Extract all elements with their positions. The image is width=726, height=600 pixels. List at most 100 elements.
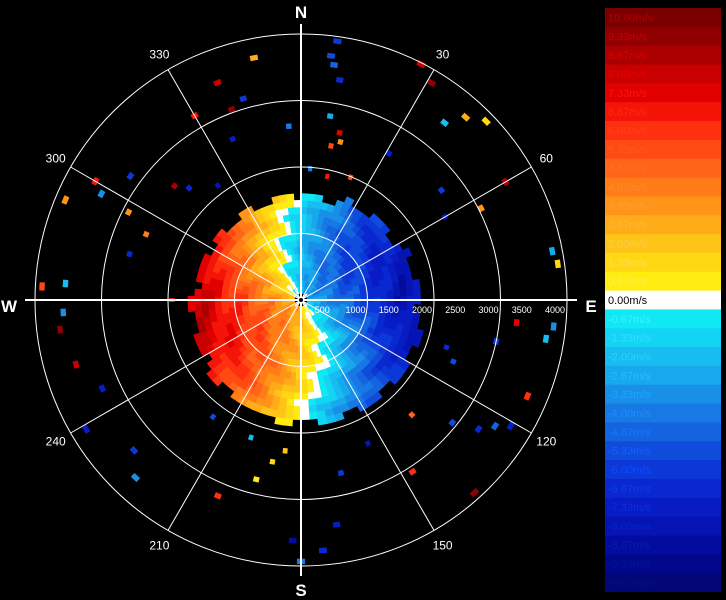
colorbar-swatch [605, 121, 721, 141]
velocity-bin [247, 301, 256, 306]
colorbar-label: 7.33m/s [608, 88, 648, 100]
velocity-bin [207, 302, 216, 311]
echo-gate [126, 171, 135, 181]
echo-gate [209, 413, 217, 421]
velocity-bin [366, 292, 375, 299]
velocity-bin [300, 399, 309, 407]
echo-gate [408, 411, 416, 419]
colorbar-swatch [605, 177, 721, 197]
velocity-bin [200, 302, 209, 311]
echo-gate [170, 182, 179, 190]
velocity-bin [293, 199, 302, 208]
azimuth-label: 150 [433, 538, 453, 552]
velocity-bin [287, 206, 296, 215]
velocity-bin [379, 284, 388, 293]
echo-gate [282, 447, 288, 454]
echo-gate [326, 113, 334, 120]
range-label: 2000 [412, 305, 432, 315]
velocity-bin [240, 301, 249, 307]
echo-gate [214, 181, 222, 189]
velocity-bin [366, 286, 375, 294]
velocity-bin [308, 405, 318, 414]
colorbar-label: 2.67m/s [608, 220, 648, 232]
echo-gate [288, 537, 297, 544]
compass-east: E [585, 297, 596, 316]
colorbar-label: 8.00m/s [608, 69, 648, 81]
velocity-bin [399, 288, 408, 297]
velocity-bin [380, 290, 388, 298]
echo-gate [416, 59, 427, 69]
polar-grid [25, 24, 577, 576]
colorbar-swatch [605, 83, 721, 103]
echo-gate [554, 259, 561, 269]
echo-gate [227, 105, 236, 113]
velocity-bin [285, 193, 295, 202]
echo-gate [124, 208, 133, 216]
echo-gate [57, 325, 64, 334]
colorbar-label: -10.00m/s [608, 578, 657, 590]
echo-gate [330, 61, 339, 69]
azimuth-label: 240 [46, 435, 66, 449]
echo-gate [324, 173, 330, 180]
velocity-bin [340, 294, 348, 299]
velocity-bin [413, 287, 421, 297]
colorbar-label: 9.33m/s [608, 31, 648, 43]
azimuth-label: 330 [149, 48, 169, 62]
colorbar-swatch [605, 365, 721, 386]
colorbar-swatch [605, 441, 721, 461]
echo-gate [185, 184, 193, 192]
colorbar-label: -1.33m/s [608, 333, 651, 345]
velocity-bin [379, 223, 391, 235]
colorbar-swatch [605, 497, 721, 518]
echo-gate [548, 246, 556, 256]
echo-gate [408, 467, 417, 476]
echo-gate [337, 469, 345, 477]
echo-gate [437, 186, 446, 195]
range-label: 2500 [445, 305, 465, 315]
azimuth-label: 300 [46, 151, 66, 165]
velocity-bin [305, 372, 313, 380]
velocity-bin [278, 194, 288, 203]
velocity-bin [221, 307, 230, 315]
velocity-bin [220, 302, 229, 309]
polar-velocity-plot: N E S W 30 60 120 150 210 240 300 330 500 1000 150… [1, 3, 597, 600]
velocity-colorbar: 10.00m/s 9.33m/s 8.67m/s 8.00m/s 7.33m/s 6.67… [605, 8, 721, 592]
echo-gate [98, 384, 107, 393]
velocity-bin [254, 301, 262, 306]
colorbar-swatch [605, 158, 721, 178]
colorbar-swatch [605, 64, 721, 84]
velocity-bin [300, 392, 309, 401]
colorbar-label: 5.33m/s [608, 144, 648, 156]
velocity-bin [411, 336, 422, 348]
velocity-bin [389, 373, 402, 385]
echo-gate [81, 424, 91, 434]
velocity-bin [206, 369, 218, 381]
colorbar-label: -6.67m/s [608, 483, 651, 495]
azimuth-spoke [167, 299, 302, 531]
range-label: 500 [315, 305, 330, 315]
colorbar-swatch [605, 573, 721, 592]
colorbar-label: -2.67m/s [608, 370, 651, 382]
colorbar-swatch [605, 516, 721, 536]
echo-gate [469, 488, 480, 498]
colorbar-label: 0.67m/s [608, 276, 648, 288]
colorbar-swatch [605, 196, 721, 216]
echo-gate [513, 319, 520, 327]
range-label: 3000 [478, 305, 498, 315]
colorbar-label: -4.67m/s [608, 427, 651, 439]
azimuth-label: 30 [436, 48, 450, 62]
echo-gate [229, 135, 237, 143]
colorbar-swatch [605, 478, 721, 499]
echo-gate [72, 360, 80, 369]
velocity-bin [373, 291, 382, 298]
echo-gate [97, 189, 106, 199]
velocity-bin [292, 405, 302, 414]
velocity-bin [194, 303, 203, 312]
echo-gate [426, 78, 437, 88]
velocity-bin [353, 293, 362, 299]
colorbar-swatch [605, 102, 721, 122]
velocity-bin [360, 292, 368, 299]
velocity-bin [399, 303, 408, 312]
azimuth-label: 210 [149, 538, 169, 552]
echo-gate [461, 112, 471, 122]
